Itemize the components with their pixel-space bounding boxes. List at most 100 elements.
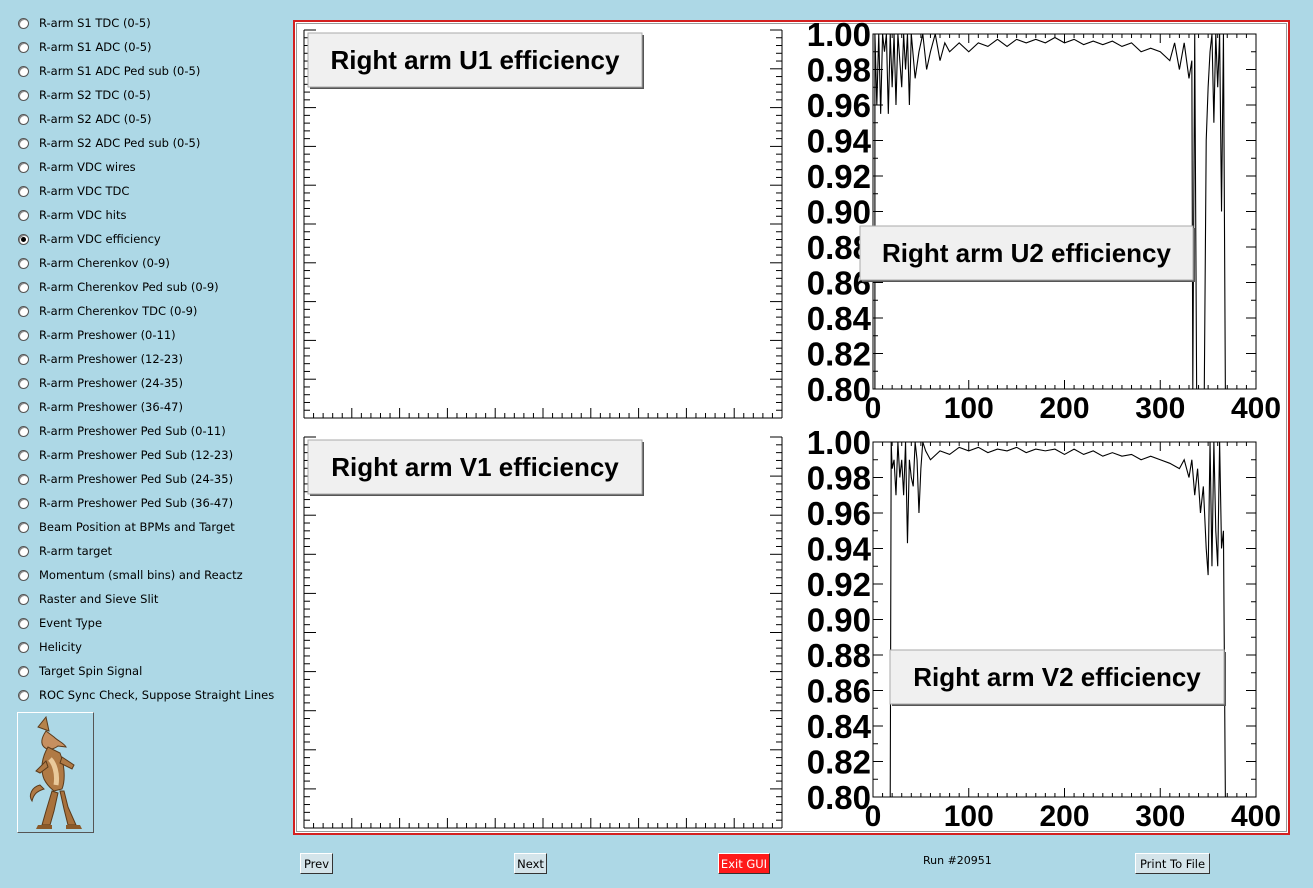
radio-button-icon[interactable] [18,89,29,101]
y-tick-label: 0.98 [807,52,871,89]
y-tick-label: 0.84 [807,708,872,745]
radio-button-icon[interactable] [18,665,29,677]
radio-r-arm-preshower-24-35[interactable]: R-arm Preshower (24-35) [18,374,183,392]
radio-button-icon[interactable] [18,353,29,365]
radio-r-arm-vdc-wires[interactable]: R-arm VDC wires [18,158,136,176]
y-tick-label: 0.90 [807,194,871,231]
radio-r-arm-preshower-ped-sub-24-35[interactable]: R-arm Preshower Ped Sub (24-35) [18,470,233,488]
plot-title: Right arm U1 efficiency [331,45,621,75]
radio-label: Helicity [39,640,82,654]
radio-r-arm-s2-adc-ped-sub-0-5[interactable]: R-arm S2 ADC Ped sub (0-5) [18,134,200,152]
radio-label: R-arm Preshower (0-11) [39,328,176,342]
radio-label: R-arm S2 ADC Ped sub (0-5) [39,136,201,150]
radio-button-icon[interactable] [18,281,29,293]
radio-button-icon[interactable] [18,641,29,653]
radio-button-icon[interactable] [18,449,29,461]
radio-label: R-arm S1 TDC (0-5) [39,16,151,30]
radio-button-icon[interactable] [18,617,29,629]
radio-label: R-arm target [39,544,113,558]
title-box [859,225,1194,281]
radio-label: R-arm Preshower Ped Sub (36-47) [39,496,234,510]
radio-beam-position-at-bpms-and-target[interactable]: Beam Position at BPMs and Target [18,518,235,536]
radio-roc-sync-check-suppose-straight-lines[interactable]: ROC Sync Check, Suppose Straight Lines [18,686,274,704]
radio-r-arm-s2-tdc-0-5[interactable]: R-arm S2 TDC (0-5) [18,86,151,104]
next-button[interactable]: Next [514,853,547,874]
title-box [307,32,643,88]
y-tick-label: 0.82 [807,744,871,781]
y-tick-label: 0.96 [807,87,871,124]
y-tick-label: 0.98 [807,460,871,497]
print-to-file-button[interactable]: Print To File [1135,853,1210,874]
radio-button-icon[interactable] [18,545,29,557]
wile-e-coyote-logo-button[interactable] [17,712,94,833]
radio-button-icon[interactable] [18,17,29,29]
radio-r-arm-target[interactable]: R-arm target [18,542,112,560]
plot-frame [872,33,1257,390]
plot-title: Right arm V2 efficiency [913,662,1201,692]
radio-r-arm-preshower-ped-sub-0-11[interactable]: R-arm Preshower Ped Sub (0-11) [18,422,226,440]
radio-button-icon[interactable] [18,41,29,53]
radio-button-icon[interactable] [18,377,29,389]
radio-label: R-arm VDC hits [39,208,127,222]
radio-label: R-arm S2 TDC (0-5) [39,88,151,102]
radio-button-icon[interactable] [18,185,29,197]
radio-r-arm-cherenkov-ped-sub-0-9[interactable]: R-arm Cherenkov Ped sub (0-9) [18,278,219,296]
radio-r-arm-vdc-efficiency[interactable]: R-arm VDC efficiency [18,230,161,248]
radio-button-icon[interactable] [18,329,29,341]
plot-frame [872,441,1257,798]
radio-button-icon[interactable] [18,161,29,173]
radio-button-icon[interactable] [18,209,29,221]
radio-r-arm-preshower-0-11[interactable]: R-arm Preshower (0-11) [18,326,176,344]
prev-button[interactable]: Prev [300,853,333,874]
radio-r-arm-preshower-12-23[interactable]: R-arm Preshower (12-23) [18,350,183,368]
radio-r-arm-preshower-ped-sub-12-23[interactable]: R-arm Preshower Ped Sub (12-23) [18,446,233,464]
radio-button-icon[interactable] [18,473,29,485]
radio-button-icon[interactable] [18,689,29,701]
radio-button-icon[interactable] [18,569,29,581]
radio-label: R-arm S1 ADC (0-5) [39,40,152,54]
radio-r-arm-preshower-36-47[interactable]: R-arm Preshower (36-47) [18,398,183,416]
radio-button-icon[interactable] [18,65,29,77]
radio-event-type[interactable]: Event Type [18,614,102,632]
radio-helicity[interactable]: Helicity [18,638,82,656]
exit-gui-button[interactable]: Exit GUI [718,853,770,874]
radio-label: Event Type [39,616,103,630]
radio-label: R-arm VDC TDC [39,184,130,198]
y-tick-label: 0.80 [807,779,871,816]
radio-button-icon[interactable] [18,521,29,533]
radio-button-icon[interactable] [18,425,29,437]
radio-r-arm-cherenkov-tdc-0-9[interactable]: R-arm Cherenkov TDC (0-9) [18,302,197,320]
radio-label: R-arm Cherenkov TDC (0-9) [39,304,198,318]
radio-r-arm-preshower-ped-sub-36-47[interactable]: R-arm Preshower Ped Sub (36-47) [18,494,233,512]
radio-label: ROC Sync Check, Suppose Straight Lines [39,688,275,702]
efficiency-series-line [874,33,1226,390]
radio-raster-and-sieve-slit[interactable]: Raster and Sieve Slit [18,590,158,608]
radio-r-arm-s1-adc-0-5[interactable]: R-arm S1 ADC (0-5) [18,38,152,56]
radio-button-icon[interactable] [18,401,29,413]
radio-button-icon[interactable] [18,113,29,125]
radio-r-arm-s2-adc-0-5[interactable]: R-arm S2 ADC (0-5) [18,110,152,128]
radio-target-spin-signal[interactable]: Target Spin Signal [18,662,142,680]
radio-label: R-arm Cherenkov (0-9) [39,256,170,270]
radio-label: R-arm Preshower (12-23) [39,352,183,366]
radio-button-icon[interactable] [18,257,29,269]
radio-button-icon[interactable] [18,593,29,605]
radio-r-arm-cherenkov-0-9[interactable]: R-arm Cherenkov (0-9) [18,254,170,272]
x-tick-label: 200 [1039,800,1089,833]
radio-r-arm-s1-adc-ped-sub-0-5[interactable]: R-arm S1 ADC Ped sub (0-5) [18,62,200,80]
radio-momentum-small-bins-and-reactz[interactable]: Momentum (small bins) and Reactz [18,566,243,584]
radio-label: Momentum (small bins) and Reactz [39,568,243,582]
y-tick-label: 1.00 [807,424,871,461]
radio-button-icon[interactable] [18,497,29,509]
radio-r-arm-vdc-tdc[interactable]: R-arm VDC TDC [18,182,129,200]
x-tick-label: 0 [865,392,882,425]
radio-r-arm-vdc-hits[interactable]: R-arm VDC hits [18,206,127,224]
radio-r-arm-s1-tdc-0-5[interactable]: R-arm S1 TDC (0-5) [18,14,151,32]
radio-button-icon[interactable] [18,137,29,149]
radio-button-icon[interactable] [18,233,29,245]
radio-button-icon[interactable] [18,305,29,317]
title-box [307,439,643,495]
radio-label: Target Spin Signal [39,664,143,678]
y-tick-label: 0.84 [807,300,872,337]
radio-label: R-arm Preshower Ped Sub (0-11) [39,424,226,438]
